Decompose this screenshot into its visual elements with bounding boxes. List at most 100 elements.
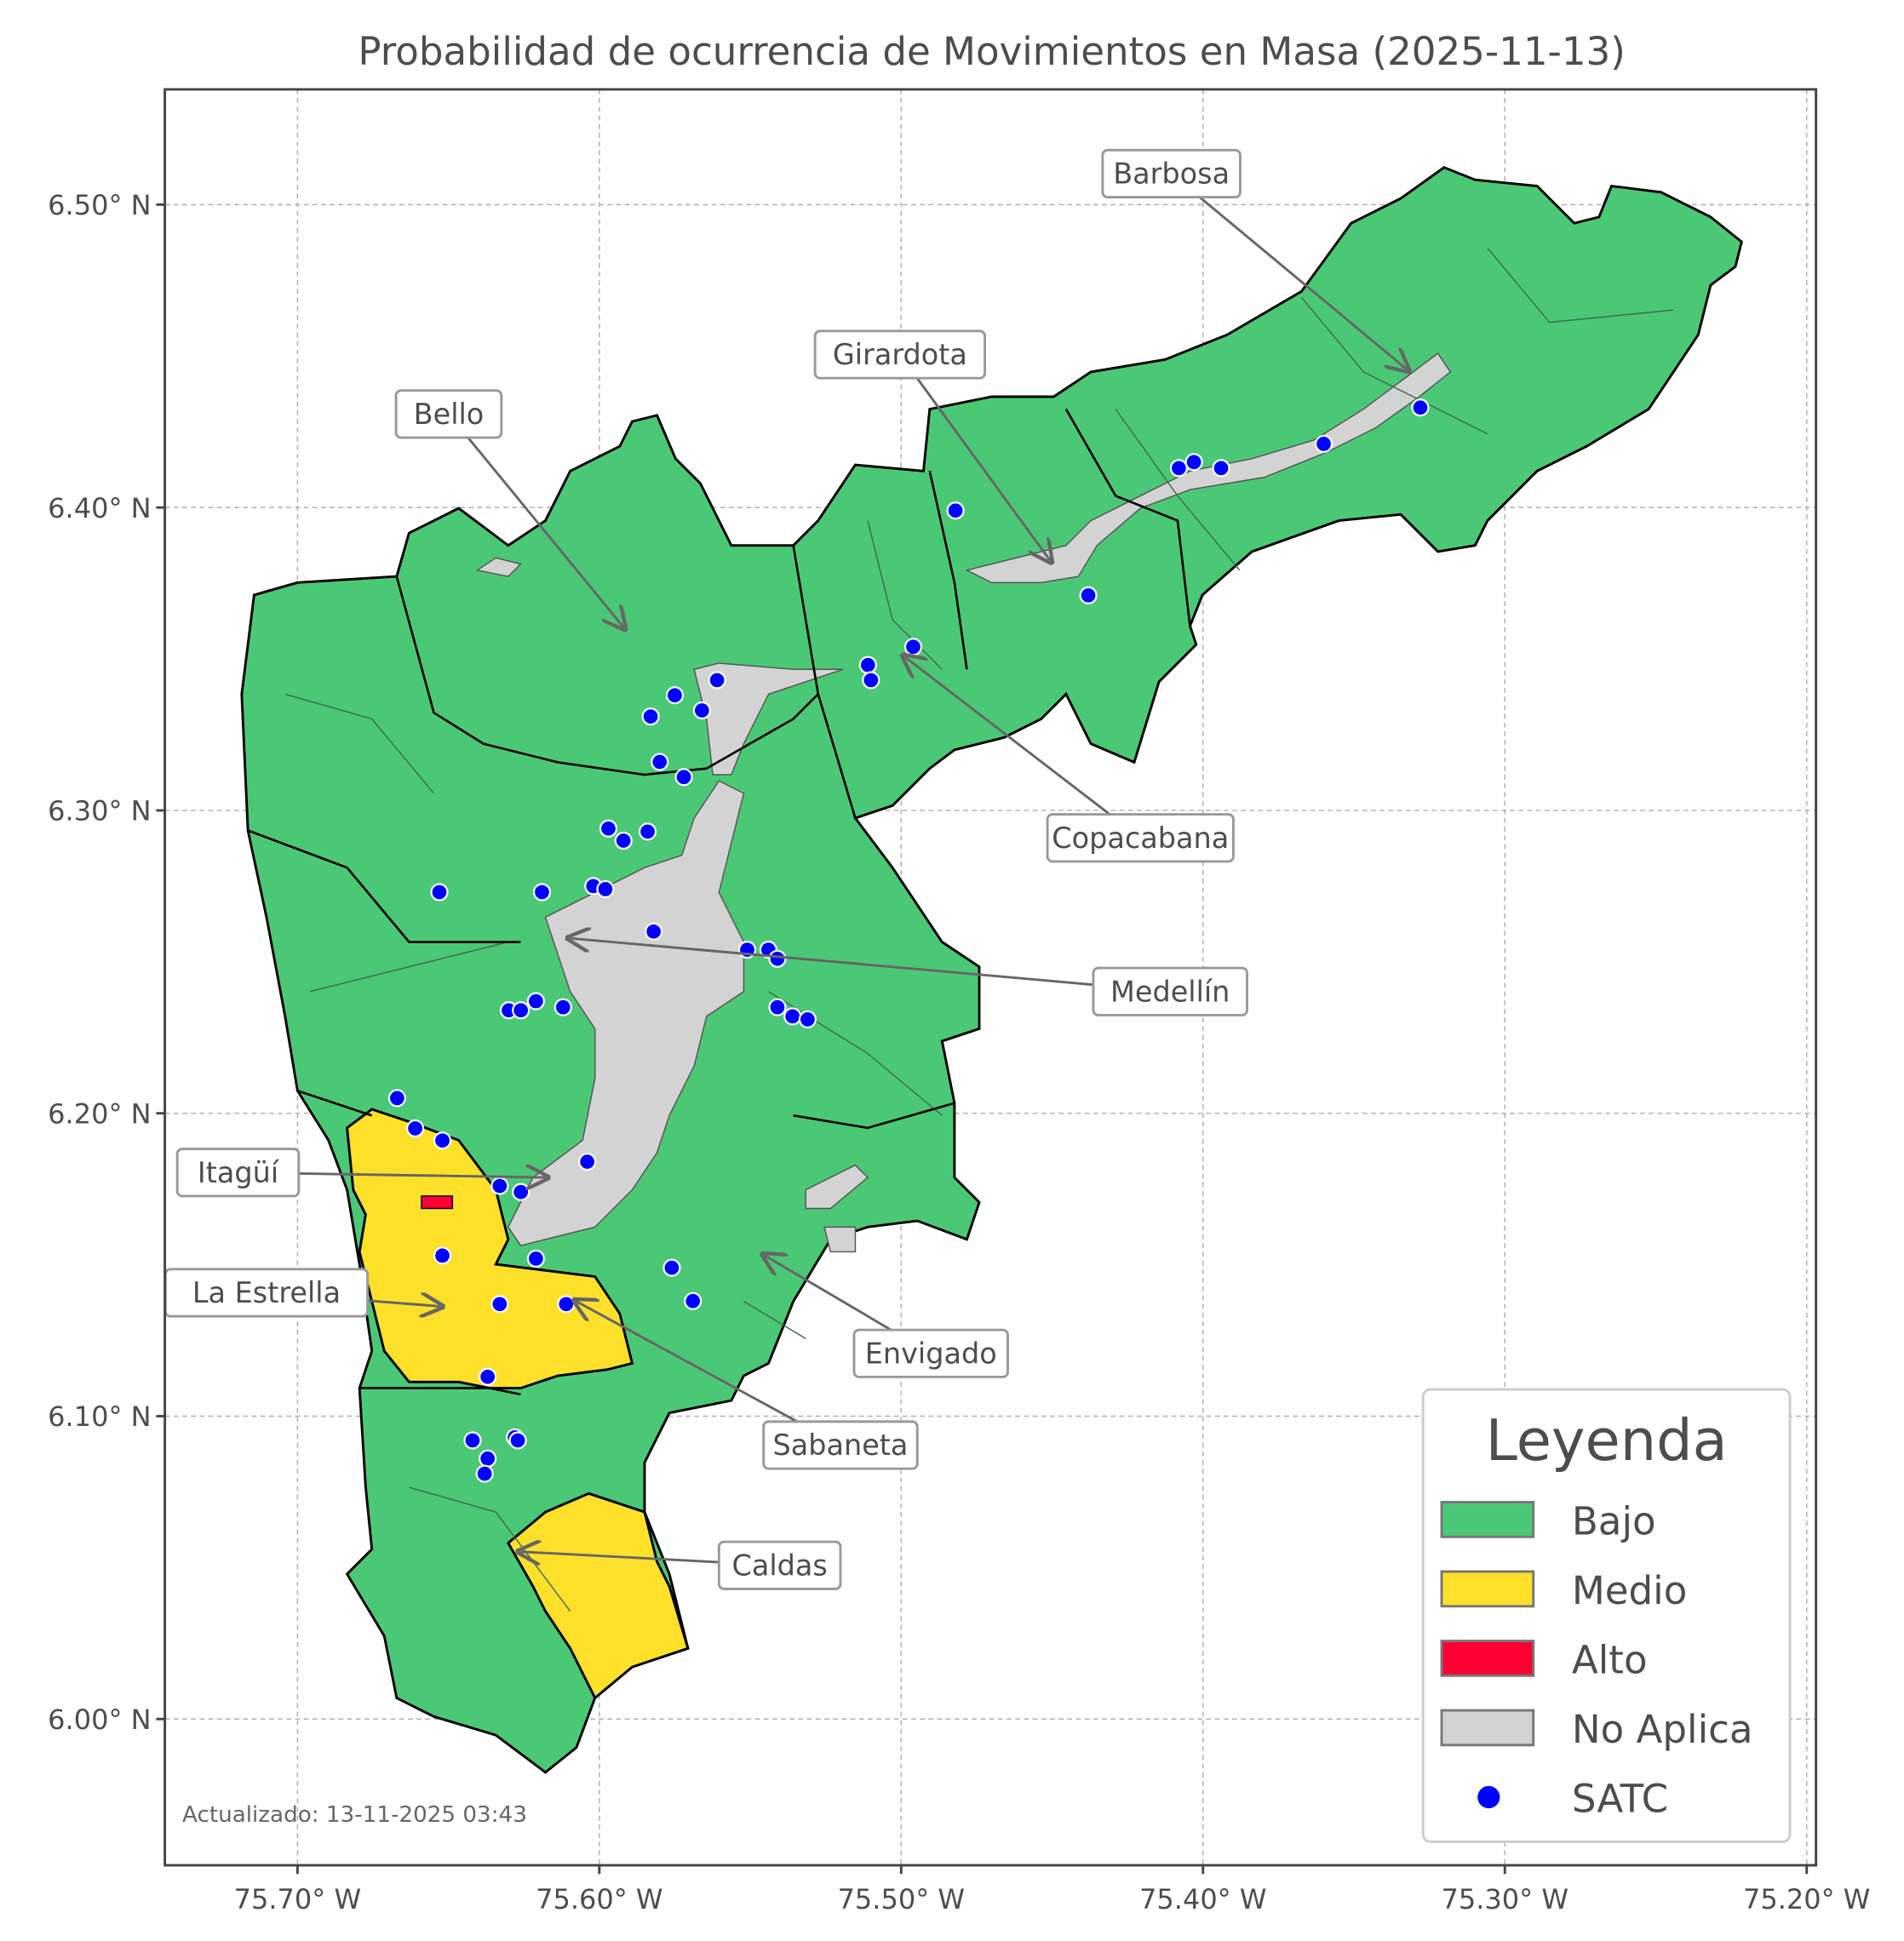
satc-point [1212,459,1230,478]
legend-swatch [1440,1709,1535,1747]
municipality-label: Medellín [1110,975,1230,1008]
y-tick-label: 6.30° N [48,795,151,827]
satc-point [768,949,787,968]
municipal-boundary [296,1089,373,1117]
region-no-aplica [693,662,844,776]
satc-point [508,1431,527,1450]
municipal-boundary [395,575,819,776]
label-arrow [898,353,1050,561]
legend-swatch [1440,1501,1535,1538]
region-no-aplica [508,780,745,1247]
satc-point [858,656,877,674]
updated-timestamp: Actualizado: 13-11-2025 03:43 [182,1802,527,1828]
satc-point [639,822,657,841]
x-tick-label: 75.70° W [234,1883,362,1915]
municipality-labels: Barbosa Girardota Bello Copacabana Medellín I… [163,148,1408,1590]
municipality-label: Barbosa [1113,157,1230,191]
municipal-boundary [247,829,521,943]
sub-boundary [743,1301,806,1339]
legend-label: SATC [1572,1776,1668,1821]
sub-boundary [409,1486,571,1612]
satc-point [479,1449,497,1468]
satc-point [1169,459,1188,478]
satc-point [433,1131,452,1150]
label-arrow [447,413,623,627]
sub-boundary [1300,297,1488,435]
label-arrow [1170,172,1408,369]
municipality-label: Itagüí [198,1156,280,1189]
y-tick-label: 6.10° N [48,1400,151,1433]
label-box [852,1328,1009,1378]
municipality-label: Sabaneta [773,1429,909,1462]
label-arrow [571,938,1171,993]
label-box [1092,966,1248,1016]
satc-point [1411,398,1430,417]
x-tick-label: 75.30° W [1442,1883,1569,1915]
municipal-boundary [643,1412,671,1463]
plot-frame [163,88,1818,1867]
satc-point [557,1295,576,1314]
sub-boundary [1115,409,1241,571]
satc-point [463,1431,482,1450]
label-box [394,389,503,439]
satc-point [783,1007,802,1026]
satc-point [946,501,965,520]
sub-boundary [1487,247,1674,324]
chart-title: Probabilidad de ocurrencia de Movimiento… [358,29,1626,74]
satc-point [526,992,545,1011]
satc-point [768,998,787,1016]
satc-point [596,879,615,898]
sub-boundary [768,991,943,1116]
satc-point [708,671,726,690]
satc-point [645,922,663,941]
region-no-aplica [823,1226,857,1253]
map-regions [240,166,1743,1774]
satc-point [512,1001,530,1020]
municipality-label: La Estrella [192,1276,341,1309]
legend-marker [1477,1785,1500,1809]
satc-point [490,1295,509,1314]
satc-point [433,1246,452,1265]
satc-point [1184,453,1203,472]
satc-point [553,998,572,1016]
satc-point [684,1291,703,1310]
legend-swatch [1440,1570,1535,1608]
sub-boundary [309,941,509,993]
satc-point [665,686,685,705]
municipality-label: Girardota [833,338,967,371]
label-box [1101,148,1242,199]
municipality-label: Copacabana [1052,822,1229,855]
satc-point [862,671,880,690]
satc-point [599,819,618,838]
satc-point [1079,586,1098,604]
satc-point [641,707,660,726]
region-no-aplica [475,557,522,577]
satc-point [798,1010,817,1028]
municipal-boundary [792,545,857,819]
municipal-boundary [359,1387,521,1396]
satc-point [692,701,711,720]
legend-label: Medio [1572,1568,1687,1613]
sub-boundary [284,693,435,794]
region-medio [506,1492,690,1700]
satc-point [387,1089,406,1108]
region-alto [421,1195,454,1210]
satc-point [479,1367,497,1386]
region-no-aplica [965,352,1452,584]
y-tick-label: 6.50° N [48,189,151,221]
label-arrow [905,657,1142,839]
legend-title: Leyenda [1486,1407,1728,1474]
satc-point [406,1119,425,1138]
legend: Leyenda Bajo Medio Alto No Aplica SATC [1421,1388,1792,1843]
label-box [175,1148,301,1198]
municipality-label: Envigado [865,1337,997,1370]
satc-point [526,1249,545,1268]
municipal-boundary [928,471,968,670]
municipal-boundary [1064,408,1191,627]
municipal-boundary [793,1102,955,1130]
satc-point [578,1153,597,1171]
label-box [813,329,987,380]
satc-point [430,883,449,902]
label-box [1046,813,1235,863]
